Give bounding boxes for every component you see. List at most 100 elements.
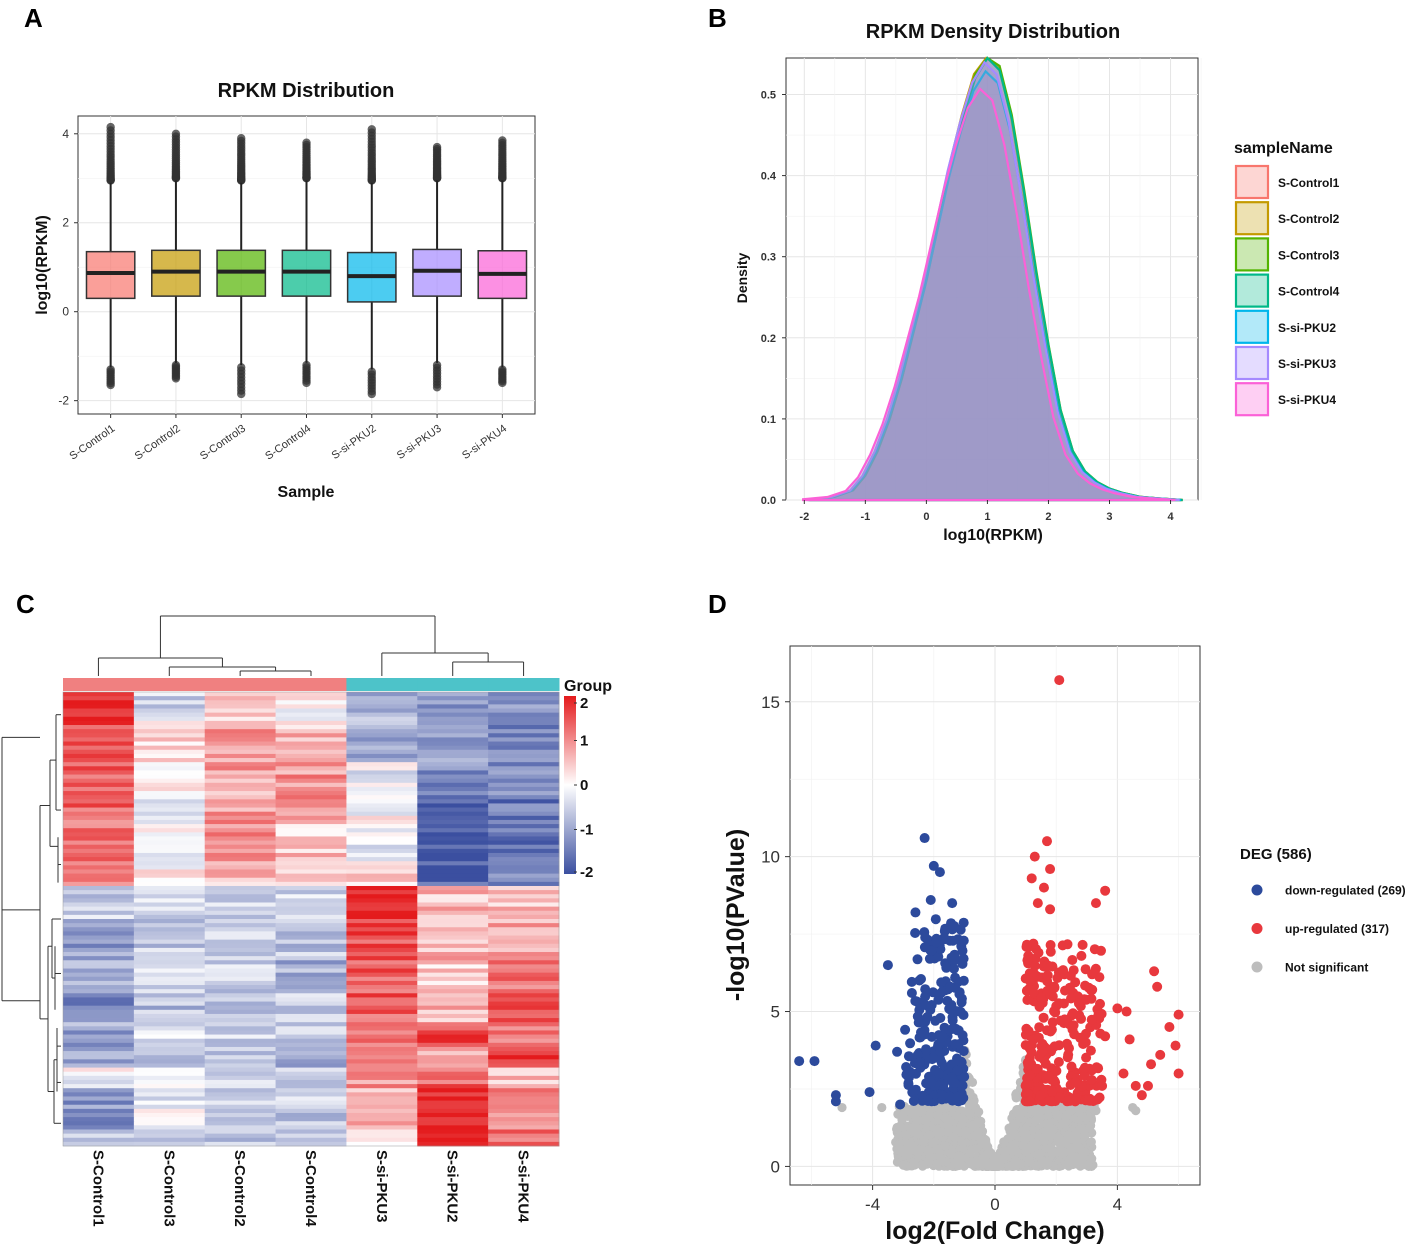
panel-b-legend-label: S-si-PKU2 [1278,321,1336,335]
panel-c-heat-cell [133,865,206,870]
panel-a-ytick-label: -2 [58,394,69,408]
panel-c-heat-cell [63,749,135,755]
panel-d-point-up [1025,976,1036,986]
panel-d-point-up [1054,675,1065,686]
panel-c-heat-cell [275,894,347,899]
panel-c-heat-cell [346,989,418,994]
panel-c-heat-cell [133,749,206,755]
panel-c-heat-cell [63,832,135,837]
panel-c-heat-cell [346,708,418,714]
panel-c-heat-cell [204,1137,276,1143]
panel-c-heat-cell [133,960,206,965]
panel-c-heat-cell [133,968,206,974]
panel-c-heat-cell [204,931,276,936]
panel-d-point-down [925,895,936,906]
panel-c-heat-cell [275,840,347,846]
panel-c-heat-cell [275,1100,347,1106]
panel-c-heat-cell [275,947,347,953]
panel-c-heat-cell [133,976,206,982]
panel-c-heat-cell [346,716,418,722]
panel-c-heat-cell [417,692,489,697]
panel-c-heat-cell [133,704,206,709]
panel-c-group-bar [346,678,418,691]
panel-d-point-down [947,898,958,909]
panel-c-heat-cell [488,919,560,924]
panel-c-heat-cell [133,782,206,788]
panel-c-heat-cell [346,1133,418,1139]
panel-c-column-label: S-Control3 [160,1150,177,1227]
panel-d-point-up [1059,1014,1070,1025]
panel-b-legend-key [1234,201,1270,236]
panel-c-heat-cell [275,885,347,891]
panel-c-heat-cell [133,902,206,908]
panel-c-heat-cell [204,733,276,738]
panel-b-legend-key [1234,345,1270,381]
panel-c-heat-cell [275,857,347,862]
panel-c-heat-cell [346,914,418,920]
panel-d-label: D [708,589,727,619]
panel-c-heat-cell [63,803,135,808]
panel-c-heat-cell [488,807,560,813]
panel-c-heat-cell [275,993,347,998]
panel-c-heat-cell [488,708,560,714]
panel-c-heat-cell [417,836,489,841]
panel-c-heat-cell [275,803,347,808]
panel-c-heat-cell [488,696,560,701]
panel-c-heat-cell [133,857,206,862]
panel-c-heat-cell [133,1075,206,1081]
panel-c-heat-cell [63,980,135,986]
panel-c-heat-cell [204,1084,276,1089]
panel-c-heat-cell [204,1005,276,1011]
panel-c-heat-cell [346,890,418,895]
panel-c-heat-cell [63,1096,135,1101]
panel-d-point-up [1058,965,1069,976]
panel-c-heat-cell [133,832,206,837]
panel-d-point-down [947,935,958,946]
panel-c-heat-cell [275,985,347,990]
panel-c-heat-cell [346,1063,418,1068]
panel-c-heat-cell [346,1125,418,1130]
panel-c-heat-cell [204,939,276,945]
panel-c-group-bar [133,678,206,691]
panel-c-heat-cell [346,811,418,817]
panel-c-heat-cell [417,704,489,709]
panel-c-heat-cell [63,873,135,879]
panel-c-heat-cell [63,989,135,994]
panel-b-legend-key [1234,237,1270,272]
panel-c-heat-cell [417,857,489,862]
panel-c-heat-cell [204,786,276,792]
panel-c-heat-cell [204,1009,276,1015]
panel-c-heat-cell [346,1084,418,1089]
panel-d-point-ns [952,1111,962,1121]
panel-c-heat-cell [275,848,347,854]
panel-d-point-up [1026,1047,1037,1058]
panel-d-point-up [1046,1096,1057,1107]
panel-c-heat-cell [417,1075,489,1081]
panel-c-heat-cell [133,696,206,701]
panel-d-point-up [1155,1049,1166,1060]
panel-c-heat-cell [204,960,276,965]
panel-c-heat-cell [488,720,560,726]
panel-d-volcano: 0 5 10 15 -4 0 4 log2(Fold Change) -log10(PVa… [722,645,1406,1244]
panel-d-point-down [952,1065,963,1076]
panel-c-heat-cell [204,753,276,759]
panel-c-heat-cell [63,919,135,924]
panel-d-point-down [830,1096,841,1107]
panel-c-heat-cell [417,729,489,734]
panel-d-point-up [1035,1090,1046,1101]
panel-a-outlier [302,378,311,388]
panel-c-heat-cell [275,956,347,961]
panel-d-point-down [920,984,931,995]
panel-d-point-ns [1005,1161,1016,1171]
panel-b-legend-key [1234,164,1270,200]
panel-b-legend-label: S-Control3 [1278,248,1340,262]
panel-c-heat-cell [417,852,489,858]
panel-c-colorbar-label: -2 [580,864,593,881]
panel-c-heat-cell [275,877,347,883]
panel-c-heat-cell [346,1092,418,1097]
panel-c-heat-cell [133,906,206,912]
panel-c-heat-cell [63,1009,135,1015]
panel-c-heat-cell [63,1034,135,1040]
panel-c-heat-cell [346,753,418,759]
panel-c-heat-cell [275,791,347,796]
